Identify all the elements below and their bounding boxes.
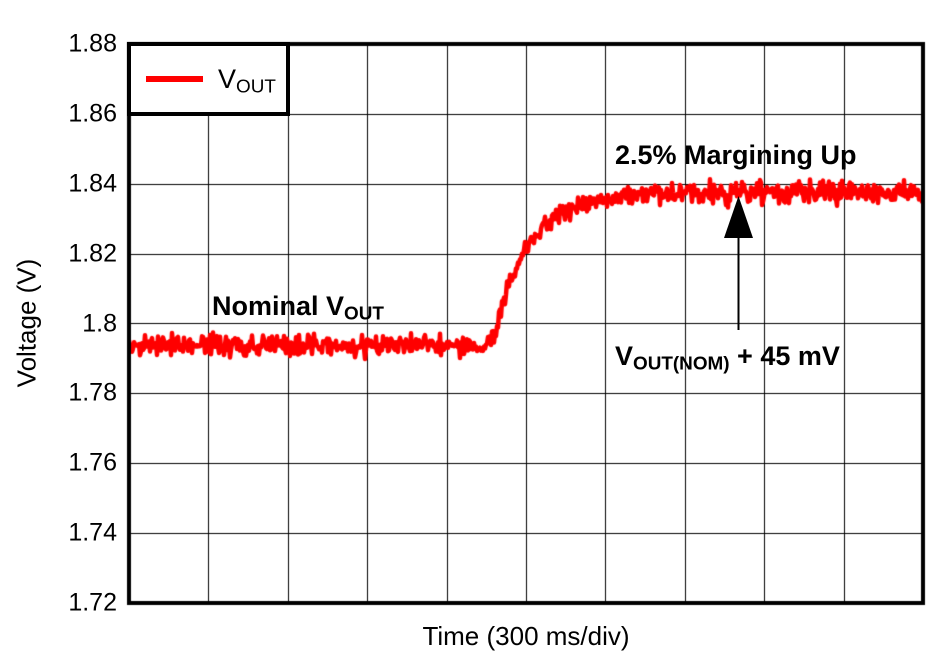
y-tick-label: 1.84	[68, 169, 117, 198]
legend-line-swatch	[146, 76, 203, 82]
y-tick-label: 1.78	[68, 378, 117, 407]
y-tick-label: 1.82	[68, 239, 117, 268]
y-tick-label: 1.72	[68, 588, 117, 617]
y-tick-label: 1.74	[68, 518, 117, 547]
legend-series-label: VOUT	[218, 63, 276, 98]
annotation-vout-nom-plus-45mv: VOUT(NOM) + 45 mV	[615, 341, 840, 375]
x-axis-title: Time (300 ms/div)	[422, 621, 630, 651]
y-tick-label: 1.86	[68, 99, 117, 128]
y-tick-label: 1.8	[82, 309, 117, 337]
y-tick-label: 1.88	[68, 29, 117, 58]
annotation-nominal-vout: Nominal VOUT	[212, 291, 384, 325]
up-arrow-icon	[724, 196, 753, 330]
y-tick-label: 1.76	[68, 448, 117, 477]
legend: VOUT	[127, 42, 290, 116]
annotation-margining-up: 2.5% Margining Up	[615, 140, 857, 170]
